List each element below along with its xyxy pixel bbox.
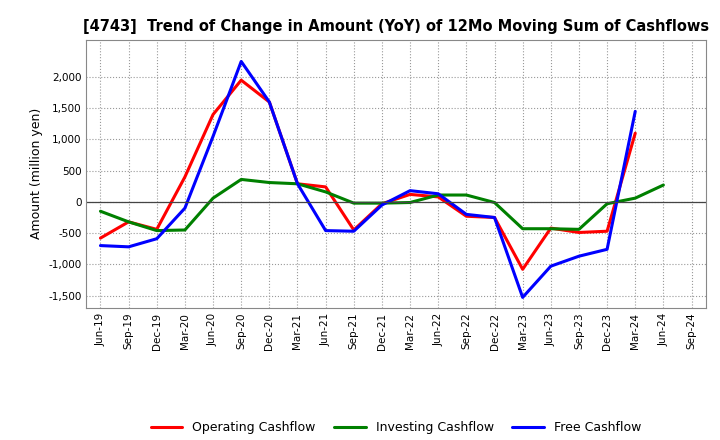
Operating Cashflow <box>96 235 105 241</box>
Operating Cashflow <box>575 230 583 235</box>
Investing Cashflow <box>575 227 583 232</box>
Investing Cashflow <box>265 180 274 185</box>
Operating Cashflow <box>125 219 133 224</box>
Operating Cashflow <box>237 77 246 83</box>
Operating Cashflow <box>462 213 471 219</box>
Line: Free Cashflow: Free Cashflow <box>101 62 635 297</box>
Legend: Operating Cashflow, Investing Cashflow, Free Cashflow: Operating Cashflow, Investing Cashflow, … <box>146 416 646 439</box>
Free Cashflow <box>321 228 330 233</box>
Investing Cashflow <box>518 226 527 231</box>
Operating Cashflow <box>490 215 499 220</box>
Free Cashflow <box>181 205 189 211</box>
Operating Cashflow <box>209 112 217 117</box>
Operating Cashflow <box>631 131 639 136</box>
Free Cashflow <box>462 212 471 217</box>
Investing Cashflow <box>237 177 246 182</box>
Line: Operating Cashflow: Operating Cashflow <box>101 80 635 269</box>
Investing Cashflow <box>181 227 189 233</box>
Free Cashflow <box>546 264 555 269</box>
Free Cashflow <box>237 59 246 64</box>
Operating Cashflow <box>518 267 527 272</box>
Investing Cashflow <box>125 219 133 224</box>
Investing Cashflow <box>659 183 667 188</box>
Operating Cashflow <box>406 192 415 197</box>
Free Cashflow <box>96 243 105 248</box>
Investing Cashflow <box>462 192 471 198</box>
Free Cashflow <box>265 99 274 105</box>
Investing Cashflow <box>406 200 415 205</box>
Investing Cashflow <box>349 201 358 206</box>
Free Cashflow <box>293 181 302 187</box>
Investing Cashflow <box>631 195 639 201</box>
Operating Cashflow <box>181 174 189 180</box>
Title: [4743]  Trend of Change in Amount (YoY) of 12Mo Moving Sum of Cashflows: [4743] Trend of Change in Amount (YoY) o… <box>83 19 709 34</box>
Operating Cashflow <box>377 201 386 206</box>
Investing Cashflow <box>603 201 611 206</box>
Operating Cashflow <box>434 194 443 199</box>
Free Cashflow <box>209 134 217 139</box>
Operating Cashflow <box>321 184 330 190</box>
Investing Cashflow <box>546 226 555 231</box>
Operating Cashflow <box>153 227 161 232</box>
Free Cashflow <box>518 295 527 300</box>
Operating Cashflow <box>293 181 302 187</box>
Free Cashflow <box>406 188 415 193</box>
Free Cashflow <box>631 109 639 114</box>
Operating Cashflow <box>265 99 274 105</box>
Free Cashflow <box>349 229 358 234</box>
Investing Cashflow <box>153 228 161 233</box>
Operating Cashflow <box>349 227 358 233</box>
Investing Cashflow <box>321 189 330 194</box>
Line: Investing Cashflow: Investing Cashflow <box>101 180 663 231</box>
Free Cashflow <box>153 236 161 242</box>
Free Cashflow <box>434 191 443 196</box>
Free Cashflow <box>490 215 499 220</box>
Investing Cashflow <box>209 195 217 201</box>
Free Cashflow <box>125 244 133 249</box>
Free Cashflow <box>575 253 583 259</box>
Y-axis label: Amount (million yen): Amount (million yen) <box>30 108 42 239</box>
Free Cashflow <box>377 202 386 208</box>
Investing Cashflow <box>434 192 443 198</box>
Investing Cashflow <box>293 181 302 187</box>
Investing Cashflow <box>377 201 386 206</box>
Investing Cashflow <box>490 200 499 205</box>
Operating Cashflow <box>546 225 555 231</box>
Investing Cashflow <box>96 209 105 214</box>
Free Cashflow <box>603 247 611 252</box>
Operating Cashflow <box>603 229 611 234</box>
